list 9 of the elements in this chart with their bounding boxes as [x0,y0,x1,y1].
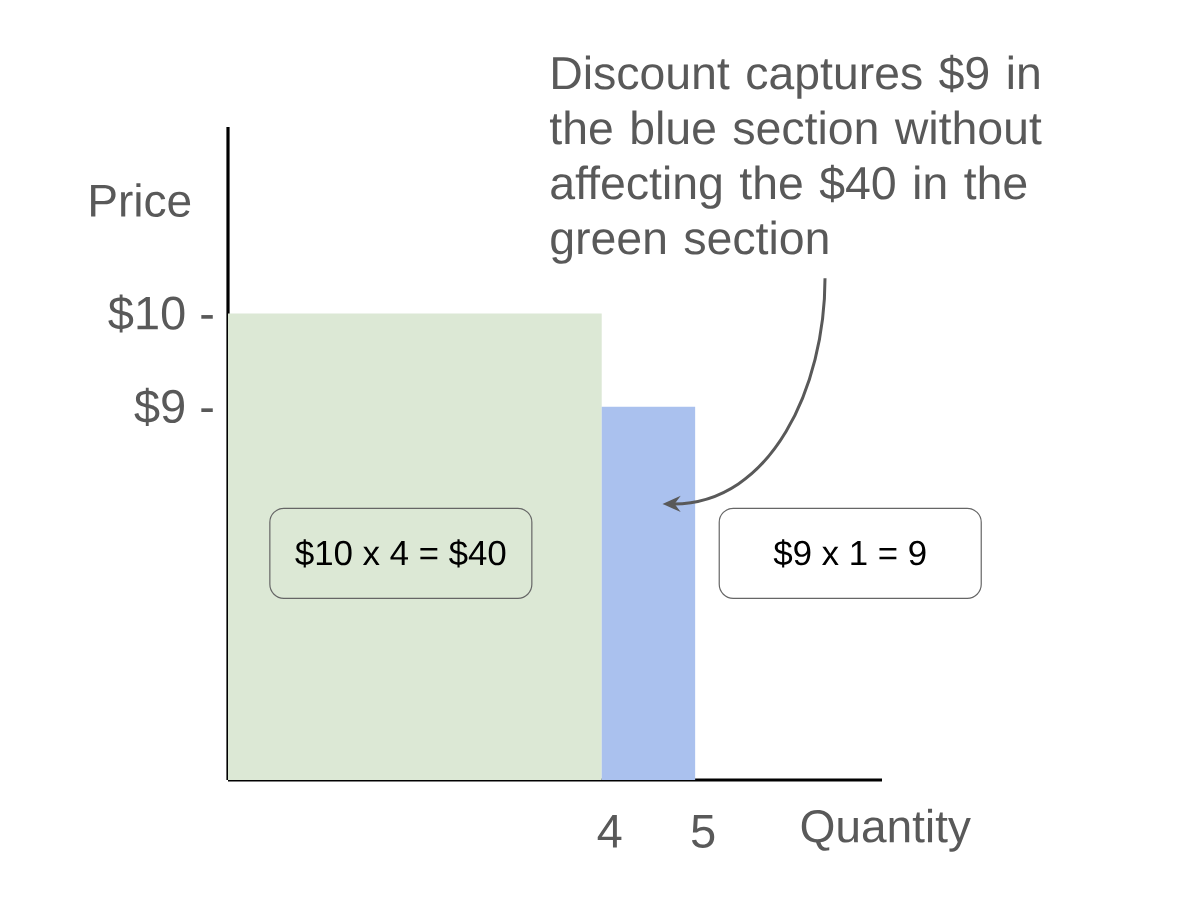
y-tick-label: $10 - [108,294,213,333]
x-axis-title: Quantity [801,808,971,852]
annotation: Discount captures $9 in the blue section without affecting the $40 in the green section [549,54,1042,264]
y-axis-title: Price [91,183,191,218]
annotation: $10 x 4 = $40 [295,539,506,568]
y-tick-label: $9 - [134,387,213,426]
x-tick-label: 4 [597,815,622,848]
x-tick-label: 5 [691,815,715,848]
annotation: $9 x 1 = 9 [773,539,926,568]
